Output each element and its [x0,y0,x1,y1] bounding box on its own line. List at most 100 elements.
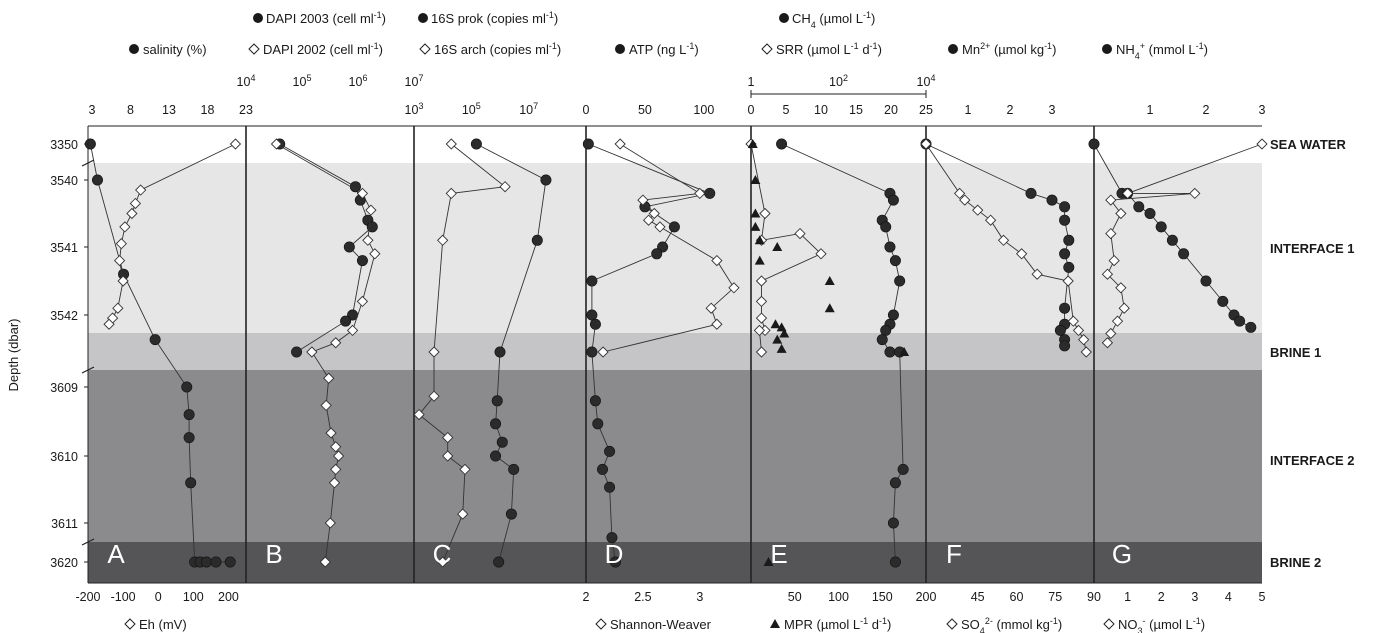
data-point [1105,227,1117,240]
data-point [343,241,355,253]
y-axis-label: Depth (dbar) [6,319,21,392]
data-point [586,275,598,287]
data-point [824,303,835,313]
data-point [490,418,502,430]
data-point [332,450,345,462]
bottom-axis-tick-label: 90 [1087,590,1101,604]
data-point [1063,234,1075,246]
data-point [597,346,609,358]
data-point [1080,346,1092,358]
data-point [540,174,552,186]
zone-band-interface-1 [88,163,1262,333]
data-point [1088,138,1100,150]
data-point [320,399,332,412]
bottom-axis-tick-label: 50 [788,590,802,604]
data-point [1166,234,1178,246]
data-point [642,214,655,226]
data-point [129,197,142,210]
top-axis-tick-label: 106 [349,73,368,89]
data-series [84,138,1268,568]
legend-marker-circle [1102,44,1112,54]
data-point [1062,275,1074,287]
bottom-axis-tick-label: 100 [183,590,204,604]
axis-break-mark [81,159,95,167]
data-point [711,318,723,330]
legend-label: salinity (%) [143,42,207,57]
top-axis-tick-label: 1 [748,75,755,89]
data-point [754,255,765,265]
data-point [126,207,138,220]
bottom-axis-tick-label: 2.5 [634,590,651,604]
data-point [445,187,457,200]
legend-marker-circle [779,13,789,23]
data-point [499,181,511,193]
data-point [508,463,520,475]
data-point [1115,207,1127,220]
panel-dividers [245,126,1095,583]
data-point [181,381,193,393]
bottom-axis-tick-label: 60 [1010,590,1024,604]
data-point [589,318,601,330]
data-point [324,517,336,529]
top-axis-tick-label: 50 [638,103,652,117]
top-axis-tick-label: 107 [519,101,538,117]
legend-label: SRR (µmol L-1 d-1) [776,41,882,57]
legend-marker-circle [948,44,958,54]
data-point [1105,194,1117,206]
data-point [889,255,901,267]
data-point [91,174,103,186]
legend-label: 16S arch (copies ml-1) [434,41,561,57]
data-point [894,275,906,287]
data-point [953,187,966,200]
depth-tick-label: 3609 [50,381,78,395]
data-point [1046,194,1058,206]
data-point [824,276,835,285]
panel-letter: A [107,539,125,569]
data-point [815,248,827,260]
panel-letter: F [946,539,962,569]
data-point [604,445,616,457]
series-shannon-weaver [597,138,740,358]
data-point [369,248,381,260]
top-axis-tick-label: 23 [239,103,253,117]
panel-letter: D [605,539,624,569]
data-point [959,194,971,206]
legend-marker-circle [418,13,428,23]
data-point [113,254,126,267]
data-point [897,463,909,475]
zone-label: BRINE 1 [1270,345,1321,360]
data-point [614,138,626,150]
data-point [491,395,503,407]
data-point [668,221,680,233]
data-point [704,187,716,199]
data-point [328,477,341,489]
data-point [586,309,598,321]
data-point [1059,214,1071,226]
data-point [531,234,543,246]
data-point [750,175,761,184]
top-axis-tick-label: 8 [127,103,134,117]
data-point [356,255,368,267]
legend-marker-circle [253,13,263,23]
data-point [183,409,195,421]
data-point [224,556,236,568]
data-point [1189,187,1201,200]
bottom-axis-tick-label: 45 [971,590,985,604]
legend-label: MPR (µmol L-1 d-1) [784,616,891,632]
data-point [1101,268,1114,280]
data-point [135,184,147,196]
data-point [1256,138,1268,150]
data-point [201,556,213,568]
data-point [496,436,508,448]
top-axis-tick-label: 1 [1147,103,1154,117]
top-axis-tick-label: 18 [201,103,215,117]
data-point [1059,248,1071,260]
bottom-axis-tick-label: 100 [828,590,849,604]
zone-band-interface-2 [88,370,1262,542]
data-point [582,138,594,150]
data-point [1025,187,1037,199]
legend-marker-circle [615,44,625,54]
legend-marker-diamond [761,43,773,55]
legend-label: DAPI 2003 (cell ml-1) [266,10,386,26]
